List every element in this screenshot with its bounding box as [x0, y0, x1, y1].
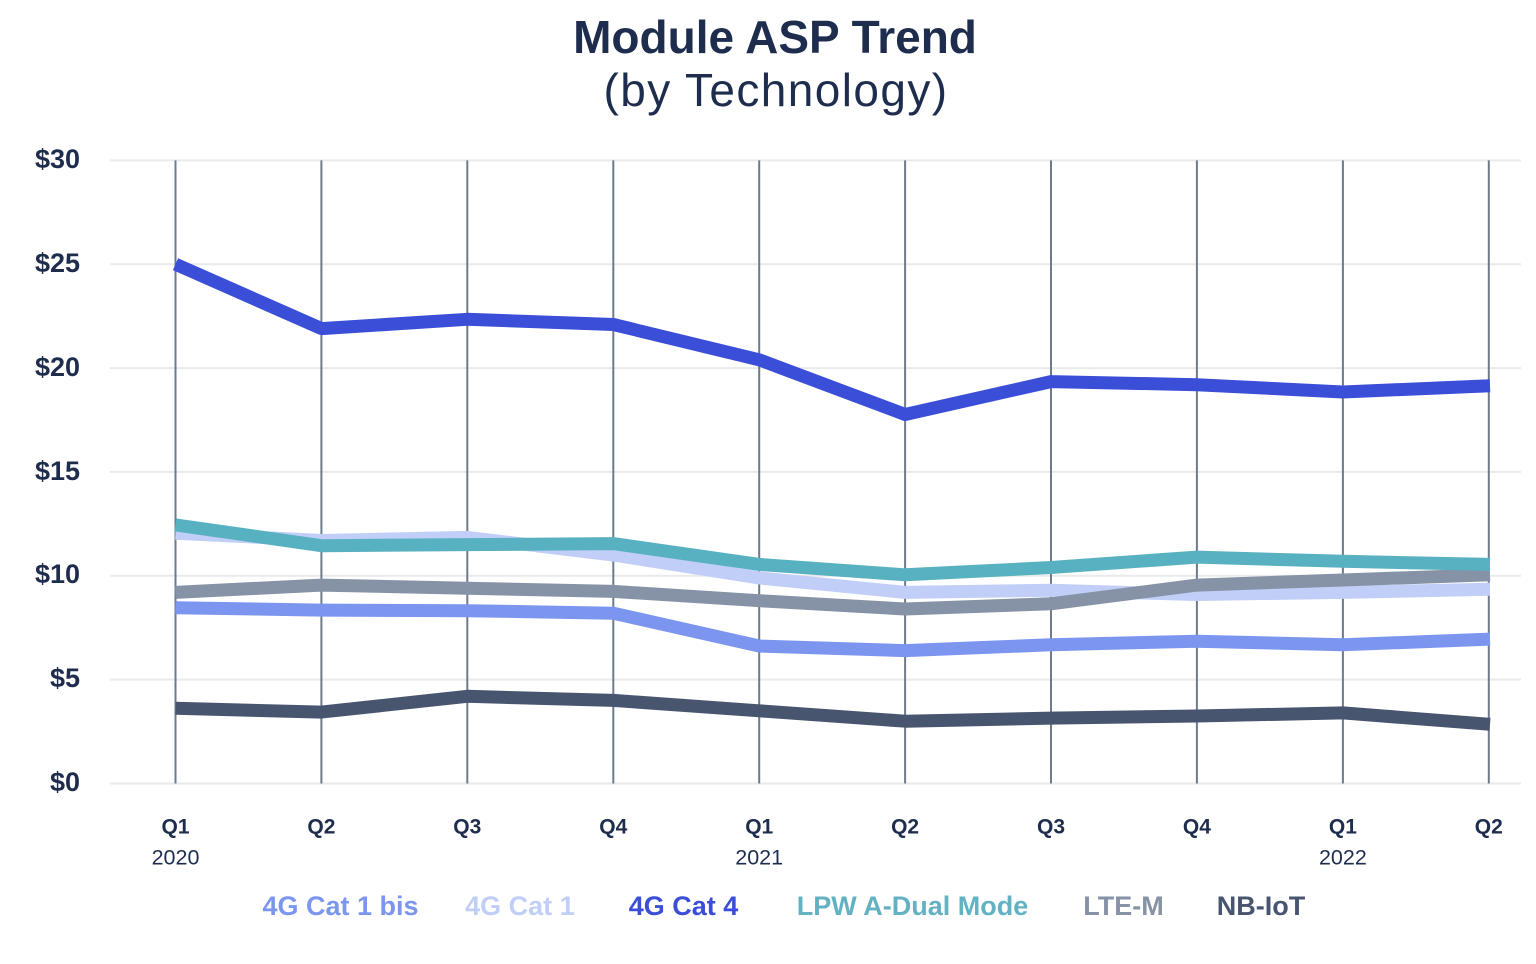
- svg-text:Q4: Q4: [599, 816, 627, 839]
- svg-text:2020: 2020: [152, 846, 200, 870]
- svg-text:$20: $20: [35, 352, 80, 382]
- svg-text:Module ASP Trend: Module ASP Trend: [573, 11, 977, 63]
- svg-text:Q3: Q3: [1037, 816, 1065, 839]
- svg-text:4G Cat 1 bis: 4G Cat 1 bis: [262, 891, 418, 921]
- svg-text:Q1: Q1: [745, 816, 773, 839]
- svg-text:(by Technology): (by Technology): [604, 64, 949, 116]
- svg-text:Q2: Q2: [1475, 816, 1503, 839]
- svg-text:Q4: Q4: [1183, 816, 1211, 839]
- svg-text:Q3: Q3: [453, 816, 481, 839]
- svg-text:Q1: Q1: [161, 816, 189, 839]
- svg-text:LPW A-Dual Mode: LPW A-Dual Mode: [797, 891, 1028, 921]
- svg-text:NB-IoT: NB-IoT: [1217, 891, 1306, 921]
- svg-text:$10: $10: [35, 559, 80, 589]
- svg-text:$0: $0: [50, 767, 80, 797]
- svg-text:Q2: Q2: [307, 816, 335, 839]
- svg-text:4G Cat 1: 4G Cat 1: [465, 891, 575, 921]
- svg-text:$25: $25: [35, 248, 80, 278]
- svg-text:4G Cat 4: 4G Cat 4: [629, 891, 739, 921]
- svg-text:LTE-M: LTE-M: [1083, 891, 1163, 921]
- svg-text:2022: 2022: [1319, 846, 1367, 870]
- svg-text:$5: $5: [50, 663, 80, 693]
- svg-text:2021: 2021: [735, 846, 783, 870]
- svg-text:Q1: Q1: [1329, 816, 1357, 839]
- svg-text:$15: $15: [35, 456, 80, 486]
- svg-text:$30: $30: [35, 144, 80, 174]
- svg-text:Q2: Q2: [891, 816, 919, 839]
